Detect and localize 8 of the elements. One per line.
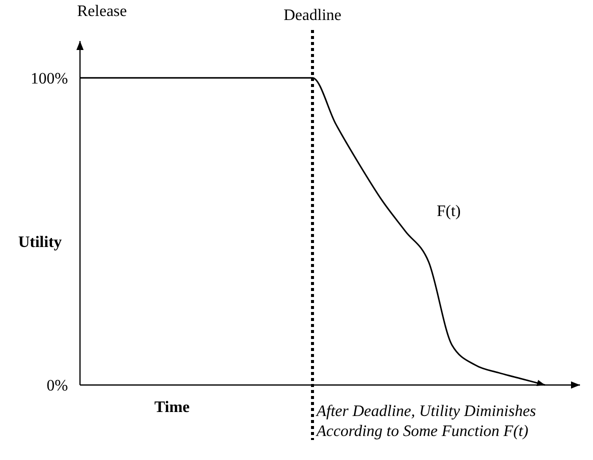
text: Release (77, 3, 127, 20)
text: After Deadline, Utility Diminishes According to Some Function F(t) (316, 403, 536, 440)
y-axis-title: Utility (18, 234, 62, 251)
series-label: F(t) (436, 203, 461, 220)
text: Deadline (284, 7, 342, 24)
x-axis-title: Time (154, 399, 190, 416)
y-tick-label: 0% (46, 378, 68, 395)
y-tick-label: 100% (30, 70, 68, 88)
